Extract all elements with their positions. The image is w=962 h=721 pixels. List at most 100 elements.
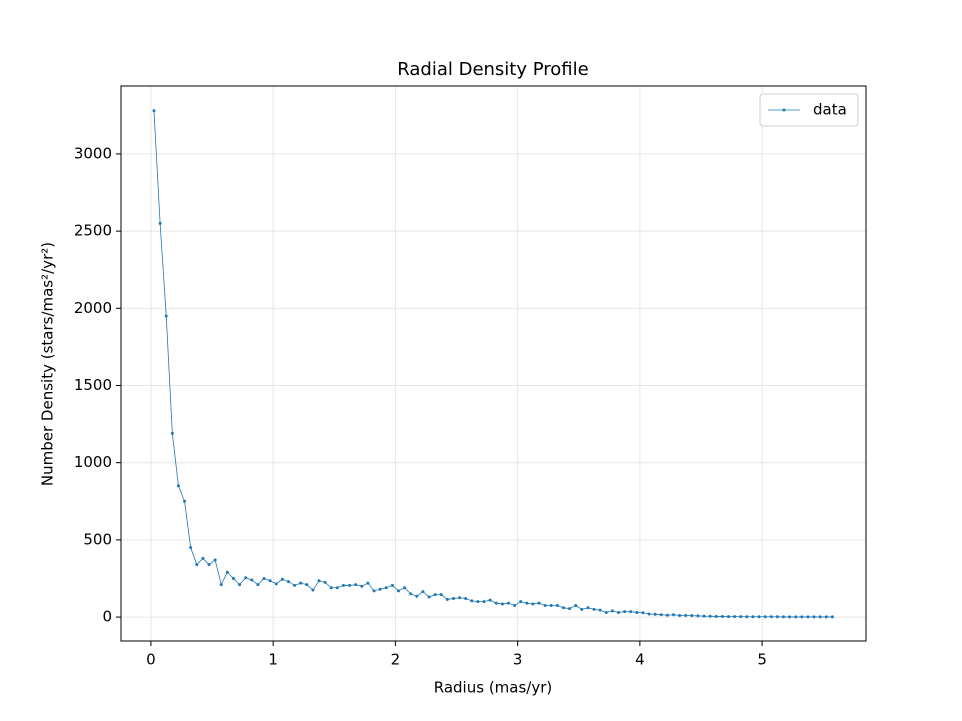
data-point [714, 614, 718, 618]
data-point [775, 615, 779, 619]
data-point [476, 600, 480, 604]
data-point [757, 615, 761, 619]
data-point [733, 615, 737, 619]
data-point [635, 610, 639, 614]
data-point [183, 499, 187, 503]
data-point [335, 586, 339, 590]
data-point [366, 581, 370, 585]
data-point [745, 615, 749, 619]
data-point [305, 583, 309, 587]
data-point [421, 590, 425, 594]
y-axis-label: Number Density (stars/mas²/yr²) [39, 242, 57, 486]
x-tick-label: 3 [513, 651, 523, 669]
data-point [769, 615, 773, 619]
data-point [158, 221, 162, 225]
data-point [299, 581, 303, 585]
x-tick-label: 2 [391, 651, 401, 669]
data-point [219, 583, 223, 587]
data-point [623, 610, 627, 614]
data-point [268, 579, 272, 583]
data-point [580, 607, 584, 611]
data-point [726, 615, 730, 619]
data-point [647, 612, 651, 616]
data-point [464, 597, 468, 601]
legend-marker [782, 108, 786, 112]
data-point [549, 603, 553, 607]
data-point [543, 603, 547, 607]
data-point [427, 595, 431, 599]
data-point [561, 606, 565, 610]
y-tick-label: 1500 [74, 376, 112, 394]
data-point [629, 610, 633, 614]
data-point [788, 615, 792, 619]
data-point [830, 615, 834, 619]
data-point [403, 586, 407, 590]
data-point [525, 601, 529, 605]
data-point [568, 607, 572, 611]
data-point [610, 609, 614, 613]
data-point [317, 579, 321, 583]
data-point [702, 614, 706, 618]
data-point [800, 615, 804, 619]
data-point [470, 599, 474, 603]
data-point [286, 580, 290, 584]
data-point [409, 592, 413, 596]
data-point [519, 600, 523, 604]
data-point [720, 614, 724, 618]
data-point [195, 563, 199, 567]
data-point [739, 615, 743, 619]
data-point [213, 558, 217, 562]
data-point [451, 597, 455, 601]
data-point [372, 589, 376, 593]
data-point [378, 587, 382, 591]
data-point [274, 582, 278, 586]
x-tick-label: 0 [146, 651, 156, 669]
y-tick-label: 1000 [74, 453, 112, 471]
data-point [531, 602, 535, 606]
data-point [653, 612, 657, 616]
data-point [323, 580, 327, 584]
legend-label: data [813, 101, 847, 119]
data-point [690, 614, 694, 618]
data-point [604, 610, 608, 614]
x-tick-label: 1 [268, 651, 278, 669]
data-point [250, 578, 254, 582]
data-point [781, 615, 785, 619]
data-point [256, 583, 260, 587]
data-point [329, 586, 333, 590]
data-point [360, 584, 364, 588]
data-point [152, 109, 156, 113]
data-point [170, 431, 174, 435]
x-axis-label: Radius (mas/yr) [434, 679, 552, 697]
data-point [311, 588, 315, 592]
data-point [592, 607, 596, 611]
data-point [244, 576, 248, 580]
data-point [763, 615, 767, 619]
data-point [201, 556, 205, 560]
plot-frame [120, 85, 867, 642]
data-point [396, 589, 400, 593]
data-point [708, 614, 712, 618]
data-point [751, 615, 755, 619]
data-point [415, 594, 419, 598]
data-point [641, 611, 645, 615]
y-tick-label: 0 [102, 608, 112, 626]
data-point [812, 615, 816, 619]
data-point [616, 610, 620, 614]
data-point [684, 614, 688, 618]
data-point [280, 577, 284, 581]
data-point [231, 576, 235, 580]
x-tick-label: 4 [635, 651, 645, 669]
data-point [806, 615, 810, 619]
data-point [458, 596, 462, 600]
data-point [671, 613, 675, 617]
data-point [293, 583, 297, 587]
y-tick-label: 500 [83, 530, 112, 548]
data-point [207, 563, 211, 567]
data-point [555, 603, 559, 607]
data-point [506, 601, 510, 605]
data-point [225, 570, 229, 574]
data-point [348, 583, 352, 587]
data-point [164, 314, 168, 318]
